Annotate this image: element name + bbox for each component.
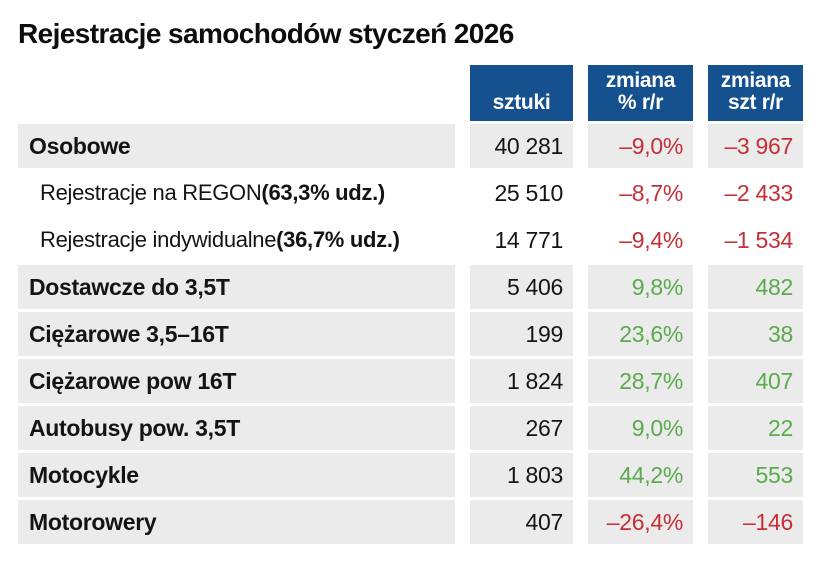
value-sztuki: 267 xyxy=(470,406,573,450)
table-row: Ciężarowe 3,5–16T 199 23,6% 38 xyxy=(18,312,803,356)
row-label-bold: Autobusy pow. 3,5T xyxy=(29,414,240,441)
header-spacer xyxy=(18,65,455,121)
value-change-szt: –146 xyxy=(708,500,803,544)
value-change-pct: 9,8% xyxy=(588,265,693,309)
row-label-bold: Motorowery xyxy=(29,508,157,535)
value-change-szt: 553 xyxy=(708,453,803,497)
table-row: Dostawcze do 3,5T 5 406 9,8% 482 xyxy=(18,265,803,309)
row-label-bold: Motocykle xyxy=(29,461,139,488)
row-label-bold: Osobowe xyxy=(29,132,131,159)
value-change-pct: 23,6% xyxy=(588,312,693,356)
value-sztuki: 1 824 xyxy=(470,359,573,403)
value-sztuki: 407 xyxy=(470,500,573,544)
table-row: Motocykle 1 803 44,2% 553 xyxy=(18,453,803,497)
value-change-pct: 44,2% xyxy=(588,453,693,497)
table-row: Rejestracje indywidualne (36,7% udz.) 14… xyxy=(18,218,803,262)
row-label: Motorowery xyxy=(18,500,455,544)
value-sztuki: 25 510 xyxy=(494,179,563,206)
value-change-szt: –3 967 xyxy=(708,124,803,168)
value-change-pct: 9,0% xyxy=(588,406,693,450)
value-change-szt: –1 534 xyxy=(724,226,793,253)
table-row: Autobusy pow. 3,5T 267 9,0% 22 xyxy=(18,406,803,450)
row-label-regular: Rejestracje indywidualne xyxy=(40,227,277,252)
table-row: Rejestracje na REGON (63,3% udz.) 25 510… xyxy=(18,171,803,215)
value-sztuki: 14 771 xyxy=(494,226,563,253)
row-label: Dostawcze do 3,5T xyxy=(18,265,455,309)
registrations-table: sztuki zmiana % r/r zmiana szt r/r Osobo… xyxy=(18,65,803,544)
column-header-zmiana-pct: zmiana % r/r xyxy=(588,65,693,121)
row-label-bold: (63,3% udz.) xyxy=(261,180,385,205)
row-label: Rejestracje na REGON (63,3% udz.) xyxy=(18,171,455,215)
table-header-row: sztuki zmiana % r/r zmiana szt r/r xyxy=(18,65,803,121)
row-label-bold: Dostawcze do 3,5T xyxy=(29,273,230,300)
value-change-pct: –8,7% xyxy=(619,179,683,206)
row-label-bold: Ciężarowe pow 16T xyxy=(29,367,237,394)
value-change-pct: 28,7% xyxy=(588,359,693,403)
table-row: Osobowe 40 281 –9,0% –3 967 xyxy=(18,124,803,168)
column-header-sztuki: sztuki xyxy=(470,65,573,121)
column-header-zmiana-szt: zmiana szt r/r xyxy=(708,65,803,121)
table-row: Motorowery 407 –26,4% –146 xyxy=(18,500,803,544)
value-change-szt: 38 xyxy=(708,312,803,356)
column-header-line: zmiana xyxy=(605,68,676,92)
value-change-pct: –9,0% xyxy=(588,124,693,168)
value-change-szt: 482 xyxy=(708,265,803,309)
value-change-szt: 22 xyxy=(708,406,803,450)
column-header-line: szt r/r xyxy=(727,91,784,115)
row-label-regular: Rejestracje na REGON xyxy=(40,180,262,205)
row-label: Rejestracje indywidualne (36,7% udz.) xyxy=(18,218,455,262)
page-title: Rejestracje samochodów styczeń 2026 xyxy=(18,18,514,49)
table-row: Ciężarowe pow 16T 1 824 28,7% 407 xyxy=(18,359,803,403)
value-change-pct: –26,4% xyxy=(588,500,693,544)
row-label: Ciężarowe 3,5–16T xyxy=(18,312,455,356)
infographic-page: Rejestracje samochodów styczeń 2026 sztu… xyxy=(18,18,803,544)
column-header-line: % r/r xyxy=(617,91,664,115)
value-sztuki: 199 xyxy=(470,312,573,356)
value-sztuki: 1 803 xyxy=(470,453,573,497)
column-header-line: zmiana xyxy=(720,68,791,92)
column-header-line: sztuki xyxy=(492,91,551,115)
value-change-szt: 407 xyxy=(708,359,803,403)
row-label: Autobusy pow. 3,5T xyxy=(18,406,455,450)
value-change-pct: –9,4% xyxy=(619,226,683,253)
value-change-szt: –2 433 xyxy=(724,179,793,206)
row-label: Ciężarowe pow 16T xyxy=(18,359,455,403)
row-label: Osobowe xyxy=(18,124,455,168)
row-label: Motocykle xyxy=(18,453,455,497)
value-sztuki: 5 406 xyxy=(470,265,573,309)
row-label-bold: (36,7% udz.) xyxy=(276,227,400,252)
row-label-bold: Ciężarowe 3,5–16T xyxy=(29,320,229,347)
value-sztuki: 40 281 xyxy=(470,124,573,168)
